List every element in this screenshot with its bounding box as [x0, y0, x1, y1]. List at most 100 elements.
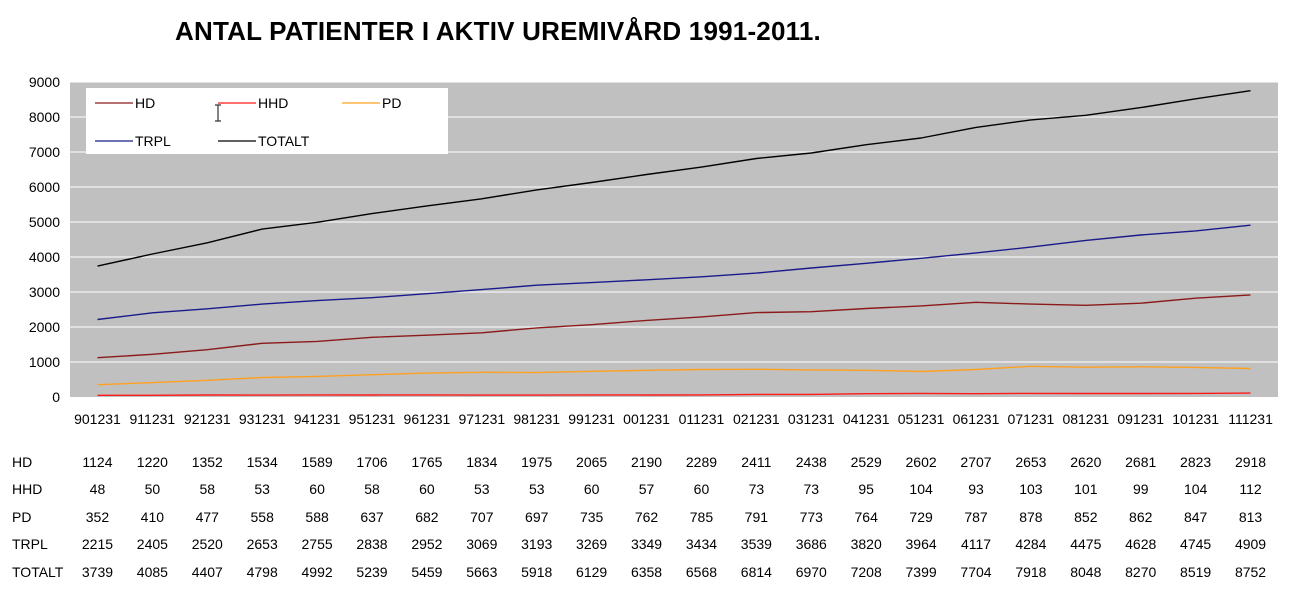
table-cell: 785	[690, 509, 714, 525]
x-tick-label: 091231	[1117, 411, 1164, 427]
table-row-label: TOTALT	[12, 564, 64, 580]
table-cell: 8519	[1180, 564, 1211, 580]
x-tick-label: 071231	[1008, 411, 1055, 427]
table-cell: 2755	[302, 536, 333, 552]
table-cell: 7704	[960, 564, 991, 580]
table-cell: 1352	[192, 454, 223, 470]
x-tick-label: 041231	[843, 411, 890, 427]
table-cell: 2529	[851, 454, 882, 470]
x-tick-label: 111231	[1228, 411, 1273, 427]
table-cell: 878	[1019, 509, 1043, 525]
table-cell: 8752	[1235, 564, 1266, 580]
table-cell: 2190	[631, 454, 662, 470]
table-cell: 3193	[521, 536, 552, 552]
x-tick-label: 101231	[1172, 411, 1219, 427]
table-cell: 410	[141, 509, 165, 525]
table-cell: 697	[525, 509, 549, 525]
table-cell: 6568	[686, 564, 717, 580]
table-cell: 5918	[521, 564, 552, 580]
y-tick-label: 9000	[29, 74, 60, 90]
table-cell: 95	[858, 481, 874, 497]
y-tick-label: 7000	[29, 144, 60, 160]
table-cell: 1124	[82, 454, 112, 470]
table-cell: 588	[305, 509, 329, 525]
x-tick-label: 051231	[898, 411, 945, 427]
legend-label: HD	[135, 95, 155, 111]
table-cell: 73	[803, 481, 819, 497]
x-tick-label: 951231	[349, 411, 396, 427]
legend-label: TRPL	[135, 133, 171, 149]
table-cell: 729	[909, 509, 933, 525]
x-tick-label: 921231	[184, 411, 231, 427]
legend-label: HHD	[258, 95, 288, 111]
x-tick-label: 971231	[458, 411, 505, 427]
x-tick-label: 021231	[733, 411, 780, 427]
y-tick-label: 3000	[29, 284, 60, 300]
y-tick-label: 5000	[29, 214, 60, 230]
chart-title: ANTAL PATIENTER I AKTIV UREMIVÅRD 1991-2…	[175, 16, 821, 46]
table-cell: 6129	[576, 564, 607, 580]
table-cell: 1534	[247, 454, 278, 470]
x-tick-label: 931231	[239, 411, 286, 427]
x-tick-label: 911231	[130, 411, 176, 427]
x-tick-label: 981231	[513, 411, 560, 427]
table-cell: 1834	[466, 454, 497, 470]
table-cell: 2602	[906, 454, 937, 470]
table-cell: 4475	[1070, 536, 1101, 552]
table-cell: 3269	[576, 536, 607, 552]
legend-label: TOTALT	[258, 133, 310, 149]
table-cell: 99	[1133, 481, 1149, 497]
table-cell: 104	[1184, 481, 1208, 497]
table-cell: 4798	[247, 564, 278, 580]
x-tick-label: 941231	[294, 411, 341, 427]
table-cell: 4284	[1015, 536, 1046, 552]
table-cell: 103	[1019, 481, 1043, 497]
legend	[86, 88, 448, 154]
table-cell: 1589	[302, 454, 333, 470]
table-cell: 2438	[796, 454, 827, 470]
table-cell: 5459	[411, 564, 442, 580]
table-cell: 6970	[796, 564, 827, 580]
table-cell: 60	[694, 481, 710, 497]
table-cell: 735	[580, 509, 604, 525]
x-tick-label: 081231	[1062, 411, 1109, 427]
table-cell: 682	[415, 509, 439, 525]
series-line-hhd	[97, 392, 1251, 396]
table-row-label: HD	[12, 454, 32, 470]
table-cell: 60	[419, 481, 435, 497]
table-cell: 4085	[137, 564, 168, 580]
table-cell: 3539	[741, 536, 772, 552]
table-cell: 4745	[1180, 536, 1211, 552]
series-line-totalt	[97, 90, 1251, 267]
table-cell: 791	[745, 509, 769, 525]
table-cell: 4117	[961, 536, 991, 552]
table-cell: 2838	[356, 536, 387, 552]
y-tick-label: 8000	[29, 109, 60, 125]
table-cell: 4628	[1125, 536, 1156, 552]
table-cell: 2065	[576, 454, 607, 470]
table-cell: 1706	[356, 454, 387, 470]
table-cell: 104	[909, 481, 933, 497]
table-cell: 2918	[1235, 454, 1266, 470]
table-cell: 112	[1239, 481, 1262, 497]
table-cell: 6358	[631, 564, 662, 580]
table-cell: 2289	[686, 454, 717, 470]
series-line-hd	[97, 294, 1251, 359]
table-cell: 7208	[851, 564, 882, 580]
table-cell: 862	[1129, 509, 1153, 525]
table-cell: 57	[639, 481, 655, 497]
table-cell: 3069	[466, 536, 497, 552]
table-cell: 50	[145, 481, 161, 497]
table-cell: 3349	[631, 536, 662, 552]
table-cell: 762	[635, 509, 659, 525]
table-cell: 60	[309, 481, 325, 497]
table-cell: 3820	[851, 536, 882, 552]
text-cursor-icon	[215, 104, 221, 122]
table-cell: 2653	[1015, 454, 1046, 470]
table-cell: 3739	[82, 564, 113, 580]
y-tick-label: 1000	[29, 354, 60, 370]
table-cell: 4909	[1235, 536, 1266, 552]
table-cell: 2952	[411, 536, 442, 552]
y-tick-label: 4000	[29, 249, 60, 265]
